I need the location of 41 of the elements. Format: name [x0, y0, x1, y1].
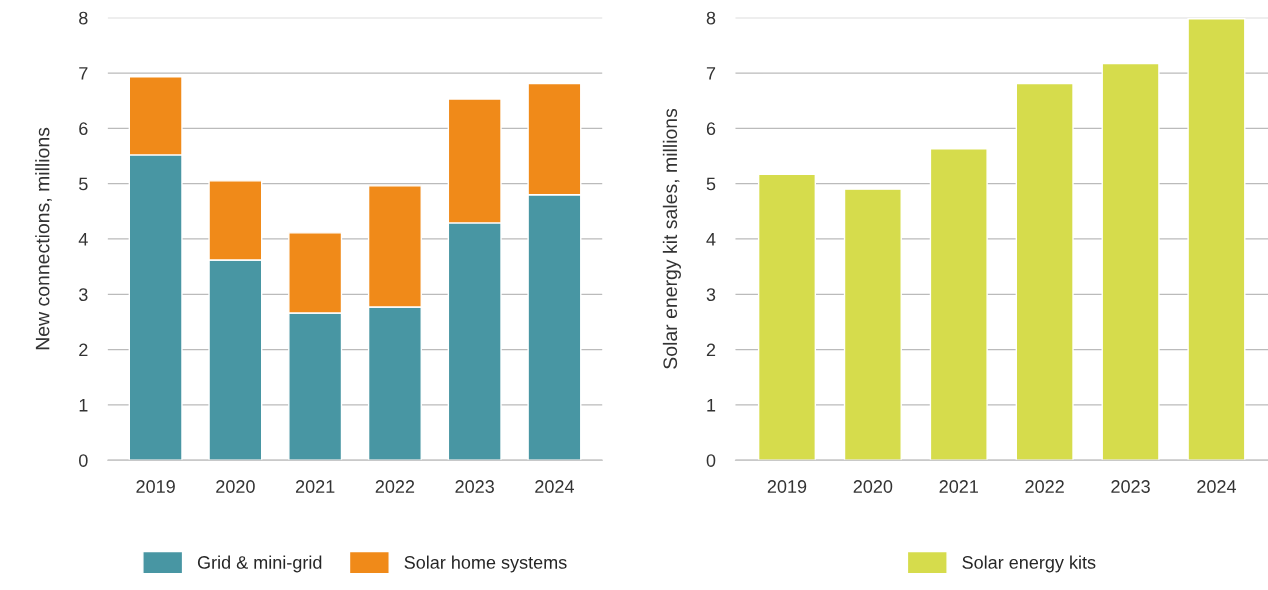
x-tick-label: 2024	[1197, 480, 1237, 493]
x-tick-label: 2021	[295, 480, 335, 493]
y-tick-label: 8	[79, 11, 88, 25]
y-tick-label: 1	[79, 399, 88, 412]
bar	[843, 188, 902, 461]
y-tick-label: 2	[79, 343, 88, 357]
y-tick-label: 3	[78, 288, 88, 301]
bar	[757, 173, 817, 461]
y-tick-label: 2	[706, 343, 716, 357]
x-tick-label: 2022	[375, 480, 415, 493]
x-tick-label: 2019	[136, 480, 175, 493]
legend-label: Solar home systems	[404, 555, 567, 573]
y-tick-label: 4	[78, 233, 88, 246]
y-tick-label: 7	[79, 67, 88, 80]
bar	[1101, 62, 1160, 461]
bar	[929, 148, 988, 461]
y-tick-label: 5	[706, 177, 716, 191]
y-tick-label: 5	[79, 177, 88, 191]
y-tick-label: 1	[707, 399, 716, 412]
y-axis-title: Solar energy kit sales, millions	[662, 108, 681, 369]
bar	[1015, 82, 1074, 461]
x-tick-label: 2019	[767, 480, 807, 493]
x-tick-label: 2024	[535, 480, 574, 493]
y-tick-label: 0	[79, 454, 88, 467]
y-tick-label: 6	[706, 122, 716, 136]
x-tick-label: 2021	[939, 480, 978, 493]
x-tick-label: 2020	[216, 480, 255, 493]
y-tick-label: 4	[706, 233, 716, 246]
bar	[1187, 18, 1246, 461]
x-tick-label: 2023	[455, 480, 494, 493]
x-tick-label: 2020	[853, 480, 893, 493]
y-tick-label: 8	[706, 11, 716, 25]
y-tick-label: 6	[79, 122, 88, 136]
x-tick-label: 2023	[1111, 480, 1150, 493]
legend-label: Solar energy kits	[962, 555, 1096, 573]
x-tick-label: 2022	[1025, 480, 1064, 493]
y-tick-label: 7	[706, 67, 716, 80]
y-tick-label: 0	[706, 454, 716, 467]
legend-label: Grid & mini-grid	[197, 555, 322, 573]
y-axis-title: New connections, millions	[35, 127, 52, 350]
y-tick-label: 3	[706, 288, 716, 301]
